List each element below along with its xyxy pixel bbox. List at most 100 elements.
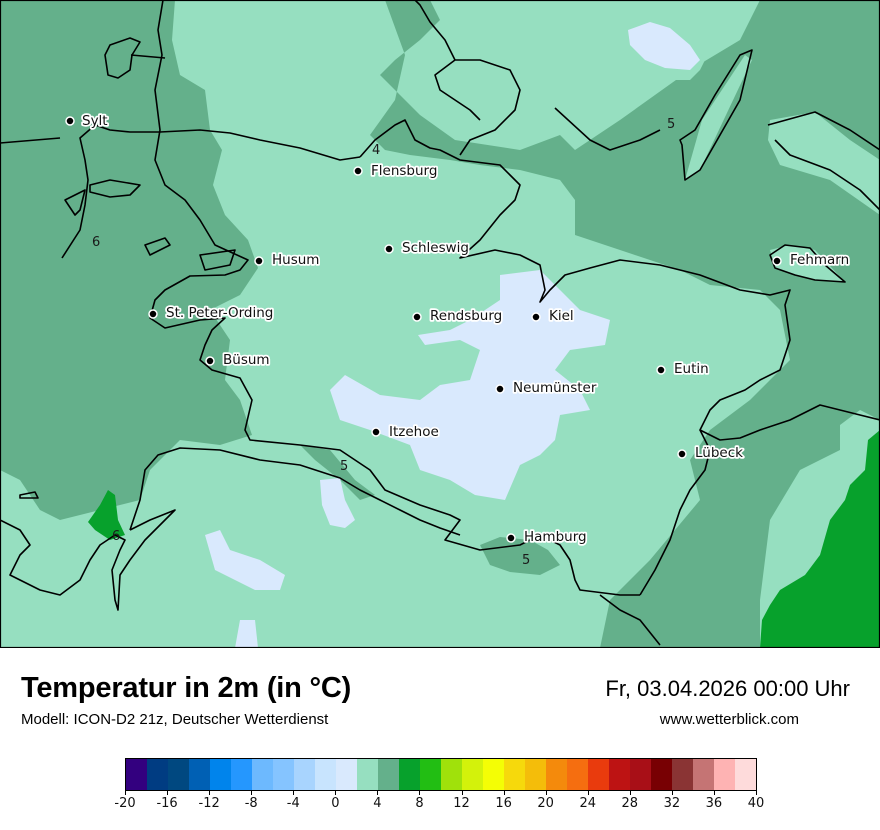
coastlines: [0, 0, 880, 646]
field-2-4c-island-ne: [768, 112, 880, 215]
colorbar-tick-label: 8: [415, 796, 424, 811]
colorbar-segment: [210, 759, 231, 790]
city-dot-icon: [656, 365, 666, 375]
city-dot-icon: [65, 116, 75, 126]
colorbar-segment: [189, 759, 210, 790]
colorbar-segment: [294, 759, 315, 790]
colorbar-tick: [629, 790, 631, 795]
city-st-peter-ording: St. Peter-Ording: [148, 303, 275, 323]
colorbar-tick-label: 40: [747, 796, 765, 811]
city-markers: Sylt Flensburg Schleswig Husum Fehmarn S…: [65, 111, 851, 547]
field-0-2c-north: [628, 22, 700, 70]
field-0-2c-s: [235, 620, 258, 648]
city-label: Rendsburg: [430, 308, 502, 324]
colorbar-tick: [167, 790, 169, 795]
colorbar-segment: [273, 759, 294, 790]
city-dot-icon: [254, 256, 264, 266]
city-eutin: Eutin: [656, 359, 710, 379]
colorbar-tick-label: 20: [537, 796, 554, 811]
colorbar-segment: [609, 759, 630, 790]
city-dot-icon: [677, 449, 687, 459]
temperature-colorbar: [125, 758, 757, 791]
city-dot-icon: [353, 166, 363, 176]
colorbar-tick: [461, 790, 463, 795]
colorbar-segment: [630, 759, 651, 790]
colorbar-tick: [671, 790, 673, 795]
colorbar-tick-label: -12: [198, 796, 220, 811]
field-4-6c-north: [370, 0, 880, 648]
city-luebeck: Lübeck: [677, 443, 745, 463]
colorbar-segment: [147, 759, 168, 790]
city-kiel: Kiel: [531, 306, 575, 326]
city-label: Büsum: [223, 352, 270, 368]
colorbar-tick: [419, 790, 421, 795]
city-label: Lübeck: [695, 445, 743, 461]
colorbar-tick-label: -8: [244, 796, 258, 811]
colorbar-tick: [377, 790, 379, 795]
field-4-6c-elbe: [300, 445, 375, 500]
field-0-2c-sw1: [205, 530, 285, 590]
field-0-2c-sw2: [320, 478, 355, 528]
colorbar-tick: [251, 790, 253, 795]
colorbar-segment: [315, 759, 336, 790]
city-schleswig: Schleswig: [384, 238, 471, 258]
website-link[interactable]: www.wetterblick.com: [659, 711, 799, 728]
colorbar-segment: [252, 759, 273, 790]
city-label: Kiel: [549, 308, 574, 324]
city-rendsburg: Rendsburg: [412, 306, 504, 326]
city-flensburg: Flensburg: [353, 161, 439, 181]
city-label: Schleswig: [402, 240, 469, 256]
colorbar-tick-label: 24: [579, 796, 596, 811]
city-dot-icon: [506, 533, 516, 543]
colorbar-tick-label: -4: [286, 796, 300, 811]
colorbar-segment: [525, 759, 546, 790]
city-label: Husum: [272, 252, 319, 268]
colorbar-segment: [546, 759, 567, 790]
field-6-8c-east: [760, 430, 880, 648]
colorbar-segment: [588, 759, 609, 790]
city-label: Itzehoe: [389, 424, 439, 440]
colorbar-tick: [209, 790, 211, 795]
colorbar-segment: [651, 759, 672, 790]
city-label: Hamburg: [524, 529, 587, 545]
colorbar-tick-label: 0: [331, 796, 340, 811]
colorbar-segment: [567, 759, 588, 790]
colorbar-segment: [714, 759, 735, 790]
city-label: Fehmarn: [790, 252, 849, 268]
city-dot-icon: [531, 312, 541, 322]
colorbar-segment: [126, 759, 147, 790]
colorbar-tick: [503, 790, 505, 795]
city-fehmarn: Fehmarn: [772, 250, 851, 270]
city-itzehoe: Itzehoe: [371, 422, 441, 442]
colorbar-tick-label: -20: [114, 796, 136, 811]
contour-label: 5: [340, 459, 348, 474]
colorbar-segment: [504, 759, 525, 790]
field-4-6c-hamburg: [480, 537, 560, 575]
colorbar-segment: [231, 759, 252, 790]
colorbar-segment: [462, 759, 483, 790]
city-label: Neumünster: [513, 380, 597, 396]
city-label: Eutin: [674, 361, 709, 377]
colorbar-tick: [713, 790, 715, 795]
city-dot-icon: [495, 384, 505, 394]
contour-label: 5: [667, 117, 675, 132]
field-2-4c-als: [430, 75, 520, 135]
colorbar-segment: [672, 759, 693, 790]
contour-label: 6: [92, 235, 100, 250]
colorbar-segment: [168, 759, 189, 790]
colorbar-segment: [693, 759, 714, 790]
field-0-2c-center: [330, 270, 610, 500]
city-label: Sylt: [82, 113, 108, 129]
city-buesum: Büsum: [205, 350, 271, 370]
city-husum: Husum: [254, 250, 321, 270]
contour-label: 4: [372, 143, 380, 158]
colorbar-tick: [335, 790, 337, 795]
city-label: St. Peter-Ording: [166, 305, 273, 321]
city-dot-icon: [412, 312, 422, 322]
city-dot-icon: [148, 309, 158, 319]
city-dot-icon: [205, 356, 215, 366]
model-subtitle: Modell: ICON-D2 21z, Deutscher Wetterdie…: [21, 711, 329, 728]
city-dot-icon: [384, 244, 394, 254]
city-dot-icon: [772, 256, 782, 266]
colorbar-tick: [293, 790, 295, 795]
